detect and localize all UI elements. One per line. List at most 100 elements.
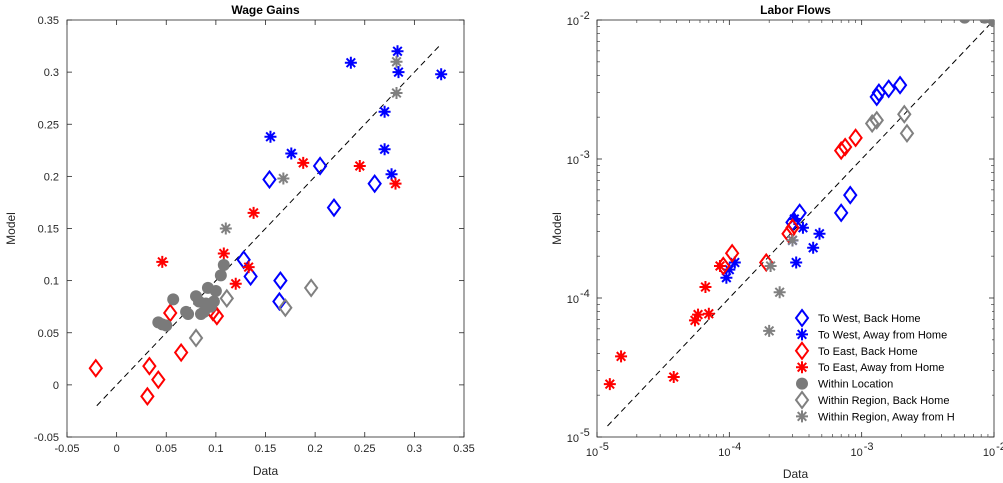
data-point	[217, 247, 230, 260]
data-point	[273, 270, 288, 291]
y-tick-label: 0.3	[44, 67, 59, 79]
data-point	[813, 227, 826, 240]
data-point	[367, 174, 382, 194]
data-point	[796, 221, 809, 234]
data-point	[312, 156, 328, 176]
x-tick-label: 0.2	[307, 443, 322, 455]
data-point	[378, 143, 391, 156]
data-point	[167, 293, 180, 306]
x-axis-label: Data	[783, 467, 809, 481]
data-point	[278, 298, 293, 318]
data-point	[142, 356, 157, 376]
x-tick-label: 0.15	[255, 443, 276, 455]
x-tick-label: 10	[718, 447, 730, 459]
y-tick-label: 0.35	[38, 15, 59, 27]
data-point	[702, 307, 715, 320]
data-point	[881, 79, 896, 99]
y-tick-label: 0.15	[38, 224, 59, 236]
x-tick-label: 10	[586, 447, 598, 459]
data-point	[786, 234, 799, 247]
data-point	[160, 319, 173, 332]
data-point	[792, 203, 807, 223]
y-tick-label: 0.1	[44, 276, 59, 288]
data-point	[864, 113, 880, 134]
y-tick-exponent: -4	[580, 288, 590, 300]
x-tick-label: 0.3	[407, 443, 422, 455]
data-point	[892, 75, 908, 95]
legend-marker	[796, 361, 808, 374]
legend-label: To West, Away from Home	[818, 329, 947, 341]
data-point	[378, 105, 391, 118]
y-tick-label: 10	[567, 294, 579, 306]
reference-line	[96, 45, 440, 407]
data-point	[140, 386, 155, 407]
y-tick-label: -0.05	[34, 432, 59, 444]
legend-label: To East, Back Home	[818, 346, 918, 358]
y-tick-label: 0.25	[38, 119, 59, 131]
data-point	[207, 295, 220, 308]
legend-marker	[796, 377, 808, 390]
legend-marker	[794, 308, 810, 328]
chart-title: Wage Gains	[231, 3, 300, 17]
data-layer	[603, 20, 994, 427]
legend-marker	[796, 328, 808, 341]
data-point	[713, 259, 726, 272]
data-point	[264, 130, 277, 143]
chart-title: Labor Flows	[760, 3, 831, 17]
data-point	[214, 269, 227, 282]
data-point	[209, 285, 222, 298]
data-point	[773, 286, 786, 299]
data-point	[848, 128, 863, 148]
data-point	[217, 258, 230, 271]
y-tick-exponent: -5	[580, 427, 590, 439]
data-point	[843, 185, 858, 205]
data-point	[219, 222, 232, 235]
data-point	[959, 20, 971, 24]
data-point	[390, 55, 403, 68]
data-point	[788, 213, 801, 226]
data-point	[807, 241, 820, 254]
labor-flows-chart: 10 -5 10 -4 10 -3 10 -210 -510 -410 -310 -2 Labor Fl…	[550, 3, 1003, 481]
x-tick-label: 0.1	[208, 443, 223, 455]
data-point	[297, 156, 310, 169]
data-point	[728, 256, 741, 269]
data-point	[692, 308, 705, 321]
data-point	[385, 168, 398, 181]
data-point	[219, 288, 235, 309]
data-point	[790, 256, 803, 269]
legend-label: Within Region, Back Home	[818, 395, 949, 407]
y-tick-label: 0.05	[38, 328, 59, 340]
y-axis-label: Model	[550, 212, 564, 245]
data-point	[188, 328, 204, 348]
data-point	[326, 197, 342, 218]
data-point	[285, 147, 298, 160]
y-tick-label: 10	[567, 433, 579, 445]
data-point	[353, 159, 366, 172]
x-tick-label: 0.25	[354, 443, 375, 455]
data-layer	[88, 45, 448, 407]
y-tick-label: 0.2	[44, 171, 59, 183]
y-tick-label: 10	[567, 155, 579, 167]
data-point	[390, 86, 403, 99]
data-point	[247, 206, 260, 219]
data-point	[688, 314, 701, 327]
data-point	[837, 137, 853, 157]
legend-label: Within Location	[818, 379, 893, 391]
x-tick-label: 10	[983, 447, 995, 459]
legend-marker	[794, 341, 810, 361]
y-tick-label: 0	[53, 380, 59, 392]
axis-ticks	[66, 19, 465, 438]
data-point	[162, 303, 178, 323]
data-point	[758, 252, 774, 273]
data-point	[833, 203, 849, 223]
data-point	[763, 324, 776, 337]
legend-marker	[796, 410, 808, 423]
data-point	[173, 342, 189, 363]
y-tick-exponent: -2	[580, 10, 590, 22]
data-point	[603, 378, 616, 391]
data-point	[88, 358, 104, 378]
y-tick-label: 10	[567, 16, 579, 28]
data-point	[151, 369, 166, 390]
data-point	[243, 266, 258, 287]
